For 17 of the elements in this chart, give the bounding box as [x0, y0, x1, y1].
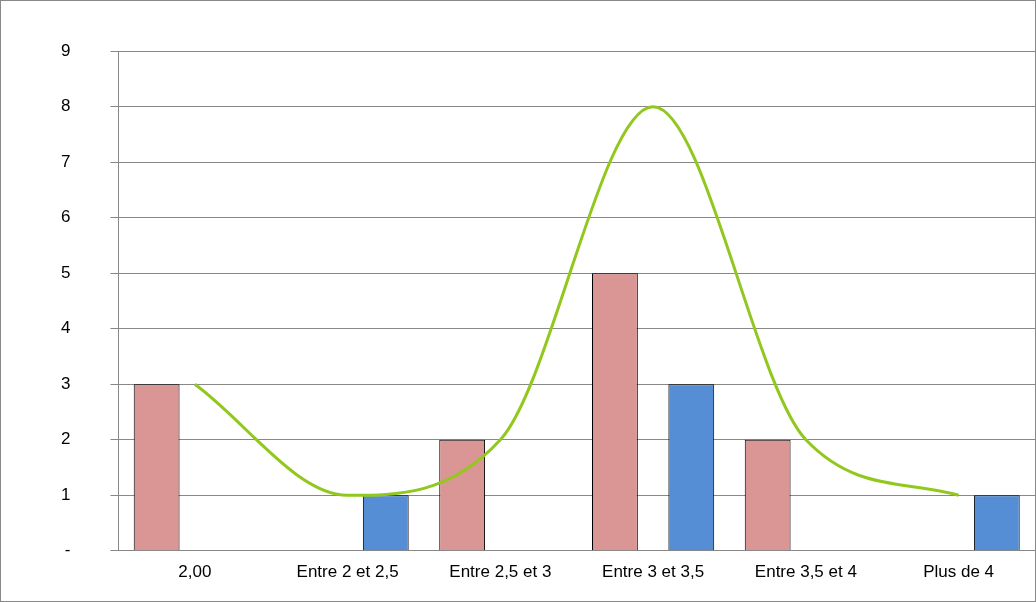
y-tick-label: 3 [60, 373, 71, 393]
x-tick-label: 2,00 [178, 561, 212, 581]
y-tick-label: 2 [60, 429, 71, 449]
y-tick-label: 9 [60, 40, 71, 60]
x-tick-label: Entre 2,5 et 3 [449, 561, 552, 581]
y-tick-label: 8 [60, 96, 71, 116]
x-tick-label: Entre 2 et 2,5 [296, 561, 399, 581]
x-tick-label: Plus de 4 [923, 561, 995, 581]
y-tick-label: 4 [60, 318, 71, 338]
line-series [193, 105, 961, 497]
y-tick-label: - [64, 540, 71, 560]
y-tick-label: 5 [60, 262, 71, 282]
x-tick-label: Entre 3,5 et 4 [754, 561, 857, 581]
y-tick-label: 1 [60, 484, 71, 504]
y-tick-label: 7 [60, 151, 71, 171]
y-tick-label: 6 [60, 207, 71, 227]
x-tick-label: Entre 3 et 3,5 [602, 561, 705, 581]
